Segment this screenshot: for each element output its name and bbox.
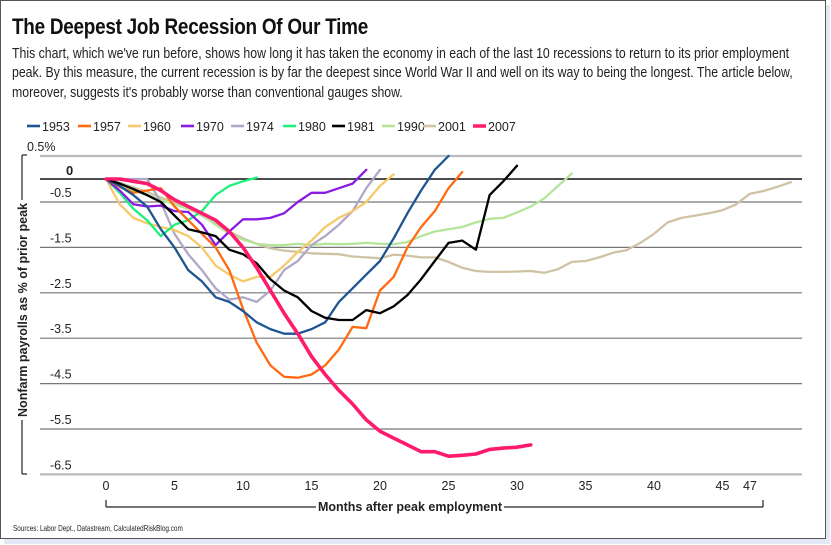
legend-label: 1953: [42, 120, 70, 134]
x-tick-label: 47: [743, 479, 757, 493]
legend-label: 1957: [93, 120, 121, 134]
y-tick-label: -4.5: [50, 368, 72, 382]
y-tick-label: 0.5%: [27, 140, 56, 154]
y-tick-label: -0.5: [50, 186, 72, 200]
series-lines: [104, 154, 793, 459]
legend-label: 1981: [347, 120, 375, 134]
chart-subtitle: This chart, which we've run before, show…: [12, 45, 793, 101]
x-axis-title-group: Months after peak employment: [105, 500, 764, 514]
legend-item-2007: 2007: [473, 120, 516, 134]
x-axis-title: Months after peak employment: [318, 500, 503, 514]
legend-label: 1990: [397, 120, 425, 134]
legend-item-2001: 2001: [423, 120, 466, 134]
y-tick-labels: 0.5% 0 -0.5 -1.5 -2.5 -3.5 -4.5 -5.5 -6.5: [27, 140, 73, 472]
x-tick-label: 20: [373, 479, 387, 493]
series-line-2007: [104, 177, 533, 459]
x-tick-labels: 0 5 10 15 20 25 30 35 40 45 47: [103, 479, 757, 493]
legend-item-1970: 1970: [181, 120, 224, 134]
y-tick-label: -6.5: [50, 458, 72, 472]
legend-item-1960: 1960: [128, 120, 171, 134]
x-tick-label: 0: [103, 479, 110, 493]
series-line-1960: [104, 173, 395, 283]
legend-label: 2001: [438, 120, 466, 134]
x-tick-label: 35: [579, 479, 593, 493]
series-line-2001: [104, 177, 793, 274]
legend-item-1957: 1957: [78, 120, 121, 134]
y-tick-label: -5.5: [50, 413, 72, 427]
x-tick-label: 5: [171, 479, 178, 493]
source-note: Sources: Labor Dept., Datastream, Calcul…: [13, 523, 183, 533]
gridlines: [40, 154, 802, 476]
y-tick-label: -1.5: [50, 231, 72, 245]
y-tick-label: -2.5: [50, 277, 72, 291]
y-axis-title: Nonfarm payrolls as % of prior peak: [16, 203, 30, 417]
x-tick-label: 30: [510, 479, 524, 493]
legend-label: 1974: [246, 120, 274, 134]
x-tick-label: 25: [442, 479, 456, 493]
legend-item-1980: 1980: [283, 120, 326, 134]
y-tick-label: 0: [66, 163, 73, 178]
y-axis-title-group: Nonfarm payrolls as % of prior peak: [16, 154, 30, 475]
series-line-1990: [104, 172, 573, 247]
legend: 1953 1957 1960 1970 1974 1980 1981 1990 2001 2007: [27, 120, 516, 134]
legend-item-1974: 1974: [231, 120, 274, 134]
legend-label: 1970: [196, 120, 224, 134]
x-tick-label: 15: [305, 479, 319, 493]
x-tick-label: 10: [236, 479, 250, 493]
legend-label: 1980: [298, 120, 326, 134]
series-line-1981: [104, 164, 519, 322]
legend-label: 2007: [488, 120, 516, 134]
y-tick-label: -3.5: [50, 322, 72, 336]
series-line-1970: [104, 168, 368, 247]
legend-label: 1960: [143, 120, 171, 134]
legend-item-1981: 1981: [332, 120, 375, 134]
legend-item-1990: 1990: [382, 120, 425, 134]
legend-item-1953: 1953: [27, 120, 70, 134]
x-tick-label: 40: [647, 479, 661, 493]
chart-title: The Deepest Job Recession Of Our Time: [12, 14, 368, 39]
series-line-1953: [104, 154, 450, 335]
x-tick-label: 45: [716, 479, 730, 493]
series-line-1957: [104, 170, 464, 379]
